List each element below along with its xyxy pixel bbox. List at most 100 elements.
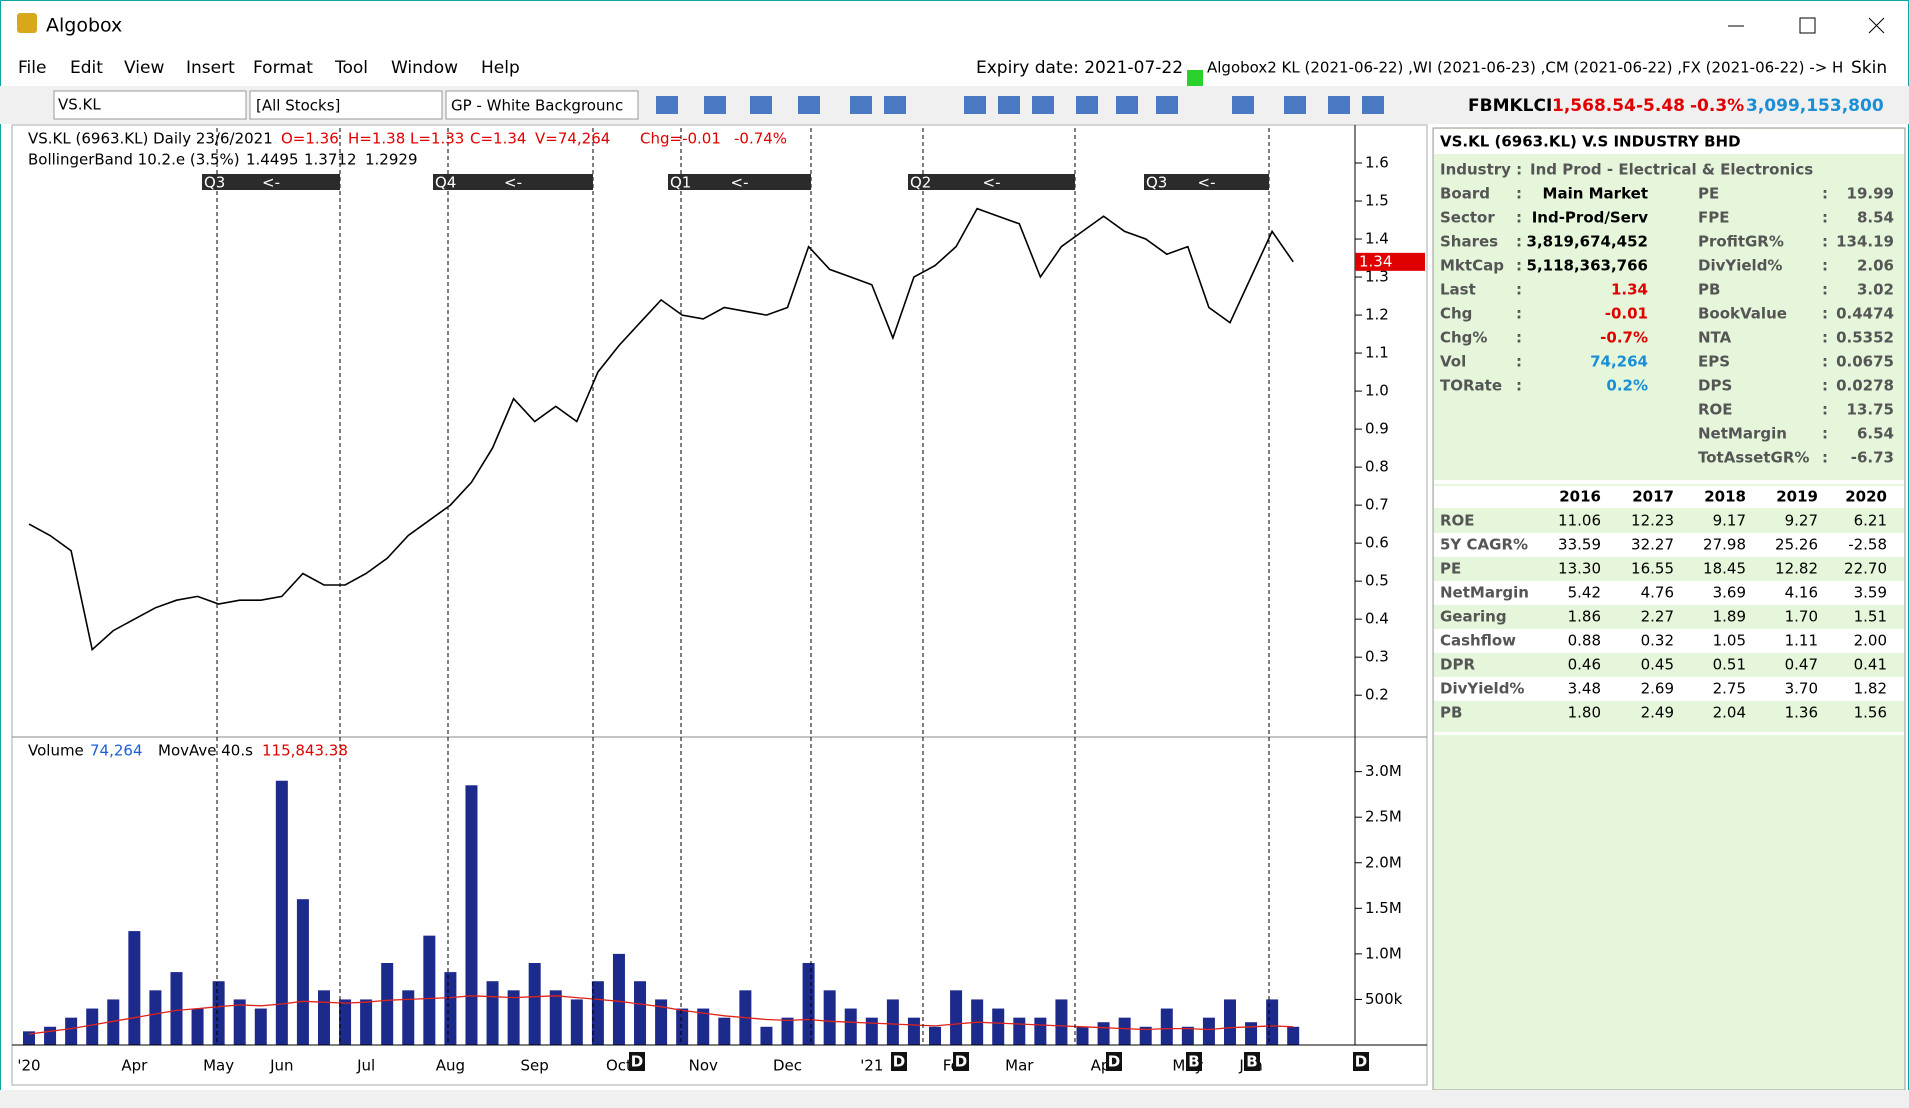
tool-icon[interactable]: [1328, 96, 1350, 114]
quarter-arrow: <-: [731, 174, 749, 192]
volume-bar: [781, 1017, 794, 1045]
close-button[interactable]: [1868, 17, 1885, 34]
tool-icon[interactable]: [750, 96, 772, 114]
volume-bar: [486, 981, 499, 1045]
menu-item[interactable]: File: [18, 58, 46, 78]
info-label: Board: [1440, 185, 1490, 203]
table-header-bg: [1434, 486, 1904, 508]
menu-item[interactable]: View: [124, 58, 164, 78]
volume-bar: [402, 990, 415, 1045]
volume-bar: [212, 981, 225, 1045]
tool-icon[interactable]: [656, 96, 678, 114]
menu-item[interactable]: Window: [391, 58, 458, 78]
y-tick-label: 0.8: [1365, 458, 1389, 476]
tool-icon[interactable]: [1232, 96, 1254, 114]
cell: 1.70: [1785, 608, 1818, 626]
quarter-label: Q2: [910, 174, 931, 192]
skin-menu[interactable]: Skin: [1851, 58, 1887, 78]
tool-icon[interactable]: [798, 96, 820, 114]
info-colon: :: [1516, 353, 1522, 371]
year-header: 2019: [1776, 488, 1818, 506]
list-box[interactable]: [249, 90, 443, 120]
info-label: ROE: [1698, 401, 1733, 419]
info-label: Vol: [1440, 353, 1466, 371]
info-value: 6.54: [1857, 425, 1894, 443]
info-value: 134.19: [1836, 233, 1894, 251]
menu-item[interactable]: Help: [481, 58, 520, 78]
menu-item[interactable]: Insert: [186, 58, 235, 78]
volume-bar: [1287, 1026, 1300, 1045]
tool-icon[interactable]: [1156, 96, 1178, 114]
row-label: Gearing: [1440, 608, 1507, 626]
info-value: 1.34: [1611, 281, 1648, 299]
volume-bar: [760, 1026, 773, 1045]
tool-icon[interactable]: [1362, 96, 1384, 114]
volume-bar: [1202, 1017, 1215, 1045]
tool-icon[interactable]: [1284, 96, 1306, 114]
tool-icon[interactable]: [964, 96, 986, 114]
event-marker-label: B: [1188, 1053, 1199, 1071]
volume-bar: [676, 1008, 689, 1045]
event-marker[interactable]: [1106, 1052, 1122, 1071]
volume-bar: [697, 1008, 710, 1045]
event-marker[interactable]: [1353, 1052, 1369, 1071]
cell: 5.42: [1568, 584, 1601, 602]
cell: 2.04: [1713, 704, 1746, 722]
info-label: Shares: [1440, 233, 1498, 251]
tool-icon[interactable]: [884, 96, 906, 114]
volume-bar: [634, 981, 647, 1045]
quarter-arrow: <-: [983, 174, 1001, 192]
event-marker[interactable]: [953, 1052, 969, 1071]
info-label: Chg%: [1440, 329, 1487, 347]
info-label: PB: [1698, 281, 1720, 299]
event-marker-label: D: [1355, 1053, 1367, 1071]
price-line: [28, 207, 1294, 652]
volume-bar: [886, 999, 899, 1045]
event-marker[interactable]: [891, 1052, 907, 1071]
info-label: NTA: [1698, 329, 1732, 347]
price-header: -0.74%: [734, 130, 787, 148]
y-tick-label: 0.3: [1365, 648, 1389, 666]
y-tick-label: 1.0M: [1365, 944, 1402, 962]
template-select[interactable]: GP - White Backgrounc: [451, 97, 623, 115]
tool-icon[interactable]: [1076, 96, 1098, 114]
legend-entry: MovAve 40.s: [158, 742, 253, 760]
symbol-input[interactable]: VS.KL: [58, 96, 101, 114]
volume-bar: [844, 1008, 857, 1045]
cell: 9.17: [1713, 512, 1746, 530]
volume-bar: [1266, 999, 1279, 1045]
event-marker[interactable]: [1186, 1052, 1202, 1071]
symbol-box[interactable]: [53, 90, 247, 120]
info-label: MktCap: [1440, 257, 1504, 275]
volume-bar: [44, 1026, 57, 1045]
event-marker[interactable]: [629, 1052, 645, 1071]
volume-bar: [65, 1017, 78, 1045]
tool-icon[interactable]: [704, 96, 726, 114]
maximize-button[interactable]: [1799, 17, 1816, 34]
menu-item[interactable]: Format: [253, 58, 313, 78]
volume-bar: [107, 999, 120, 1045]
info-label: FPE: [1698, 209, 1730, 227]
cell: 22.70: [1844, 560, 1887, 578]
template-box[interactable]: [445, 90, 639, 120]
info-colon: :: [1516, 377, 1522, 395]
info-value: 0.0278: [1836, 377, 1894, 395]
cell: 3.70: [1785, 680, 1818, 698]
volume-bar: [254, 1008, 267, 1045]
info-colon: :: [1516, 257, 1522, 275]
volume-bar: [655, 999, 668, 1045]
volume-bar: [317, 990, 330, 1045]
menu-item[interactable]: Edit: [70, 58, 103, 78]
tool-icon[interactable]: [998, 96, 1020, 114]
tool-icon[interactable]: [850, 96, 872, 114]
tool-icon[interactable]: [1116, 96, 1138, 114]
menu-item[interactable]: Tool: [334, 58, 368, 78]
info-value: 0.5352: [1836, 329, 1894, 347]
index-change-pct: -0.3%: [1690, 96, 1744, 116]
cell: 0.47: [1785, 656, 1818, 674]
event-marker-label: B: [1246, 1053, 1257, 1071]
list-select[interactable]: [All Stocks]: [256, 97, 340, 115]
event-marker[interactable]: [1244, 1052, 1260, 1071]
tool-icon[interactable]: [1032, 96, 1054, 114]
